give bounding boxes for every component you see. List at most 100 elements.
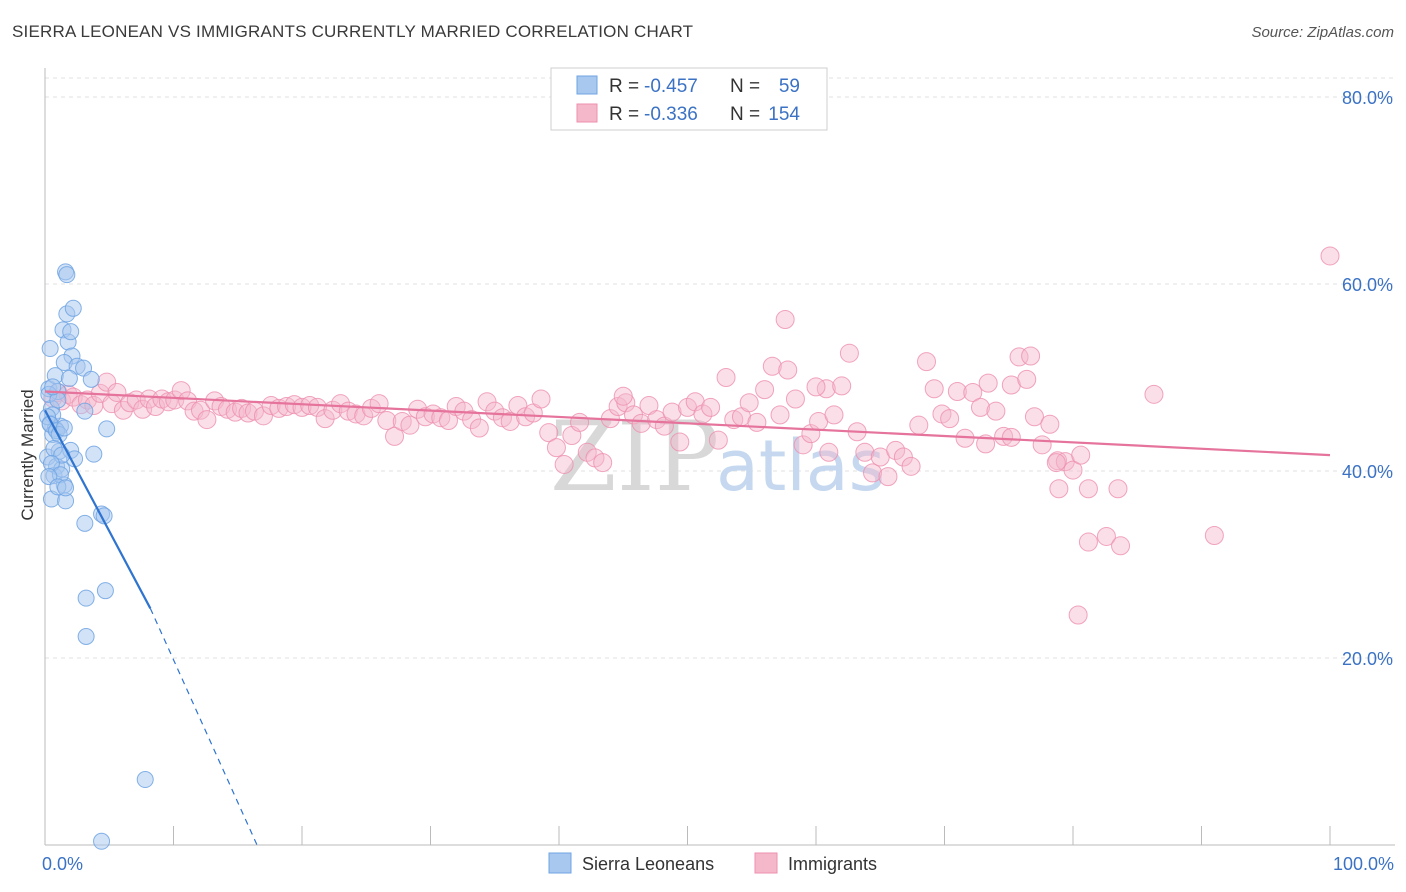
legend-n-label-pink: N = <box>730 104 760 125</box>
immigrants-point-122 <box>940 409 960 429</box>
immigrants-point-40 <box>307 397 327 417</box>
immigrants-point-56 <box>431 408 451 428</box>
immigrants-point-97 <box>747 412 767 432</box>
bottom-legend: Sierra Leoneans Immigrants <box>548 852 877 874</box>
immigrants-point-133 <box>1024 407 1044 427</box>
immigrants-point-25 <box>197 410 217 430</box>
immigrants-point-143 <box>1046 453 1066 473</box>
legend-r-value-pink: -0.336 <box>644 104 698 125</box>
immigrants-point-109 <box>839 343 859 363</box>
sierra-leoneans-trend-line <box>44 409 152 609</box>
immigrants-point-94 <box>724 410 744 430</box>
immigrants-point-99 <box>762 356 782 376</box>
immigrants-point-144 <box>1001 427 1021 447</box>
immigrants-point-148 <box>1204 526 1224 546</box>
immigrants-point-31 <box>238 403 258 423</box>
immigrants-point-72 <box>554 454 574 474</box>
y-tick-label-0: 20.0% <box>1342 649 1393 669</box>
sierra-leoneans-point-24 <box>58 266 76 284</box>
immigrants-point-132 <box>1017 369 1037 389</box>
immigrants-points <box>43 246 1340 625</box>
immigrants-point-147 <box>1320 246 1340 266</box>
grid-lines <box>45 77 1395 659</box>
sierra-leoneans-point-37 <box>55 419 73 437</box>
immigrants-point-87 <box>670 432 690 452</box>
immigrants-point-75 <box>577 442 597 462</box>
sierra-leoneans-point-32 <box>76 402 94 420</box>
immigrants-point-151 <box>1111 536 1131 556</box>
sierra-leoneans-point-44 <box>85 445 103 463</box>
legend-swatch-pink <box>576 103 598 123</box>
bottom-legend-swatch-immigrants <box>754 852 778 874</box>
sierra-leoneans-point-50 <box>76 514 94 532</box>
immigrants-point-43 <box>331 394 351 414</box>
immigrants-point-100 <box>770 405 790 425</box>
immigrants-point-112 <box>863 463 883 483</box>
immigrants-point-49 <box>377 411 397 431</box>
bottom-legend-swatch-sierra-leoneans <box>548 852 572 874</box>
x-tick-label-0: 0.0% <box>42 854 83 874</box>
sierra-leoneans-point-53 <box>96 582 114 600</box>
immigrants-point-111 <box>855 442 875 462</box>
immigrants-point-108 <box>832 376 852 396</box>
immigrants-point-91 <box>701 397 721 417</box>
legend-n-value-pink: 154 <box>768 104 800 125</box>
immigrants-point-156 <box>819 442 839 462</box>
immigrants-point-150 <box>1096 526 1116 546</box>
y-axis-title: Currently Married <box>18 389 37 520</box>
chart-title: SIERRA LEONEAN VS IMMIGRANTS CURRENTLY M… <box>12 22 694 41</box>
sierra-leoneans-point-51 <box>98 420 116 438</box>
legend-n-label-blue: N = <box>730 76 760 97</box>
legend-swatch-blue <box>576 75 598 95</box>
y-tick-labels: 20.0% 40.0% 60.0% 80.0% <box>1342 88 1393 669</box>
immigrants-point-127 <box>978 373 998 393</box>
immigrants-point-36 <box>277 396 297 416</box>
bottom-legend-label-sierra-leoneans: Sierra Leoneans <box>582 854 714 874</box>
immigrants-point-107 <box>824 405 844 425</box>
immigrants-point-71 <box>546 438 566 458</box>
immigrants-point-155 <box>806 377 826 397</box>
y-tick-label-2: 60.0% <box>1342 275 1393 295</box>
immigrants-point-118 <box>909 415 929 435</box>
immigrants-point-63 <box>485 401 505 421</box>
immigrants-point-12 <box>113 400 133 420</box>
immigrants-trend-line <box>44 390 1331 457</box>
y-tick-label-3: 80.0% <box>1342 88 1393 108</box>
immigrants-point-145 <box>1021 346 1041 366</box>
immigrants-point-134 <box>1032 435 1052 455</box>
sierra-leoneans-point-55 <box>77 627 95 645</box>
immigrants-point-126 <box>970 397 990 417</box>
immigrants-point-77 <box>593 453 613 473</box>
sierra-leoneans-points <box>39 263 154 850</box>
y-tick-label-1: 40.0% <box>1342 462 1393 482</box>
immigrants-point-70 <box>539 423 559 443</box>
immigrants-point-140 <box>1078 479 1098 499</box>
immigrants-point-84 <box>647 410 667 430</box>
sierra-leoneans-point-19 <box>62 323 80 341</box>
immigrants-point-92 <box>708 430 728 450</box>
immigrants-point-48 <box>369 394 389 414</box>
sierra-leoneans-point-28 <box>60 369 78 387</box>
sierra-leoneans-trend-extension <box>149 608 258 846</box>
sierra-leoneans-point-15 <box>41 340 59 358</box>
immigrants-point-101 <box>778 360 798 380</box>
sierra-leoneans-point-21 <box>64 299 82 317</box>
immigrants-point-138 <box>1063 460 1083 480</box>
immigrants-point-69 <box>531 389 551 409</box>
immigrants-point-22 <box>178 391 198 411</box>
immigrants-point-74 <box>570 412 590 432</box>
immigrants-point-153 <box>1144 384 1164 404</box>
sierra-leoneans-point-57 <box>93 832 111 850</box>
chart-source: Source: ZipAtlas.com <box>1251 24 1394 41</box>
immigrants-point-135 <box>1040 414 1060 434</box>
bottom-legend-label-immigrants: Immigrants <box>788 854 877 874</box>
immigrants-point-52 <box>400 415 420 435</box>
stats-legend: R = -0.457 N = 59 R = -0.336 N = 154 <box>550 67 828 131</box>
immigrants-point-129 <box>994 426 1014 446</box>
immigrants-point-24 <box>190 400 210 420</box>
sierra-leoneans-point-52 <box>82 370 100 388</box>
immigrants-point-128 <box>986 401 1006 421</box>
immigrants-point-96 <box>739 393 759 413</box>
immigrants-point-21 <box>171 381 191 401</box>
